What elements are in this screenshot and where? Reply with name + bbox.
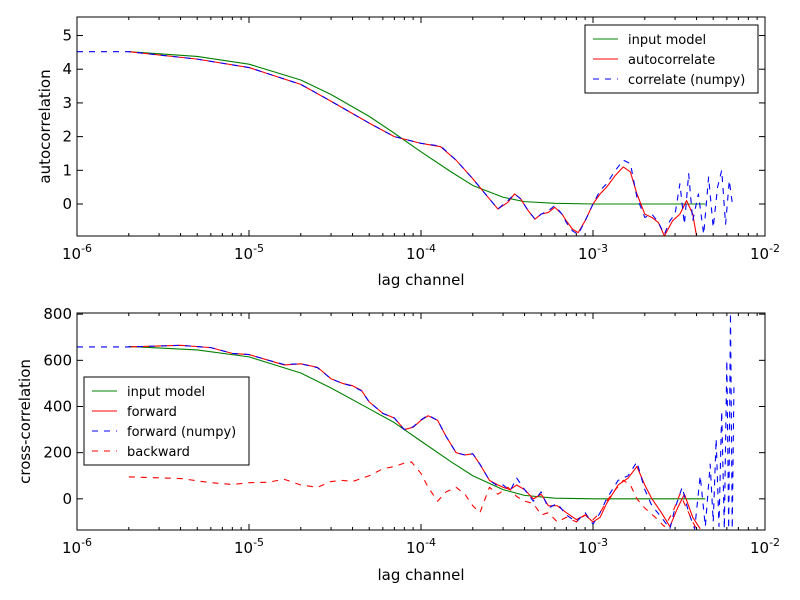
- x-tick-label: 10-2: [750, 242, 780, 263]
- x-tick-base: 10: [234, 245, 253, 263]
- legend-entry-3: forward (numpy): [127, 425, 236, 440]
- y-tick-label: 0: [62, 490, 72, 508]
- series-line-4: [128, 461, 698, 530]
- x-tick-exponent: -3: [597, 242, 608, 255]
- y-axis-label: cross-correlation: [16, 359, 34, 484]
- x-tick-exponent: -3: [597, 536, 608, 549]
- x-axis-label: lag channel: [377, 566, 464, 584]
- x-tick-exponent: -5: [253, 242, 264, 255]
- y-tick-label: 400: [43, 397, 72, 415]
- x-tick-label: 10-3: [578, 536, 608, 557]
- y-tick-label: 3: [62, 94, 72, 112]
- y-tick-label: 0: [62, 195, 72, 213]
- y-axis: 0 200 400 600 800: [43, 305, 765, 508]
- x-tick-exponent: -6: [81, 536, 92, 549]
- legend-entry-4: backward: [127, 445, 190, 460]
- legend-entry-2: forward: [127, 405, 177, 420]
- legend-entry-3: correlate (numpy): [628, 73, 745, 88]
- series-group: [77, 313, 735, 530]
- x-tick-label: 10-6: [62, 242, 92, 263]
- legend-entry-2: autocorrelate: [628, 53, 715, 68]
- x-tick-label: 10-3: [578, 242, 608, 263]
- x-tick-label: 10-4: [406, 242, 436, 263]
- y-tick-label: 2: [62, 128, 72, 146]
- x-tick-base: 10: [750, 539, 769, 557]
- x-tick-label: 10-2: [750, 536, 780, 557]
- x-tick-base: 10: [406, 245, 425, 263]
- legend-entry-1: input model: [127, 385, 205, 400]
- x-axis-label: lag channel: [377, 271, 464, 289]
- y-axis-label: autocorrelation: [36, 69, 54, 183]
- x-tick-base: 10: [578, 539, 597, 557]
- x-axis: 10-6 10-5 10-4 10-3 10-2: [62, 17, 780, 263]
- series-line-1: [128, 345, 706, 500]
- x-tick-exponent: -4: [425, 242, 436, 255]
- legend-box: [83, 376, 250, 466]
- x-tick-base: 10: [62, 539, 81, 557]
- x-tick-label: 10-6: [62, 536, 92, 557]
- y-tick-label: 800: [43, 305, 72, 323]
- y-tick-label: 5: [62, 27, 72, 45]
- x-tick-exponent: -2: [769, 536, 780, 549]
- x-tick-base: 10: [578, 245, 597, 263]
- x-tick-exponent: -2: [769, 242, 780, 255]
- x-tick-exponent: -6: [81, 242, 92, 255]
- legend-entry-1: input model: [628, 33, 706, 48]
- x-axis: 10-6 10-5 10-4 10-3 10-2: [62, 313, 780, 557]
- x-tick-label: 10-5: [234, 536, 264, 557]
- y-tick-label: 600: [43, 351, 72, 369]
- x-tick-label: 10-4: [406, 536, 436, 557]
- series-line-1: [128, 51, 706, 205]
- series-group: [77, 51, 734, 236]
- x-tick-base: 10: [406, 539, 425, 557]
- series-line-3: [77, 313, 735, 530]
- series-line-3: [77, 51, 734, 235]
- y-axis: 0 1 2 3 4 5: [62, 27, 765, 213]
- y-tick-label: 4: [62, 60, 72, 78]
- x-tick-exponent: -5: [253, 536, 264, 549]
- x-tick-base: 10: [750, 245, 769, 263]
- legend: input model autocorrelate correlate (numpy…: [584, 24, 759, 94]
- y-tick-label: 1: [62, 161, 72, 179]
- x-tick-base: 10: [62, 245, 81, 263]
- y-tick-label: 200: [43, 444, 72, 462]
- legend: input model forward forward (numpy) backwar…: [83, 376, 250, 466]
- x-tick-label: 10-5: [234, 242, 264, 263]
- x-tick-exponent: -4: [425, 536, 436, 549]
- x-tick-base: 10: [234, 539, 253, 557]
